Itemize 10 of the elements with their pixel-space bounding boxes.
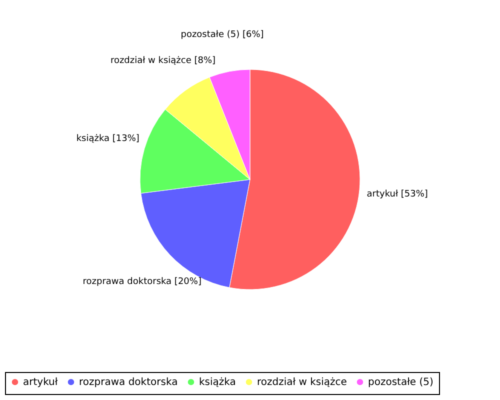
data-label: rozprawa doktorska [20%] bbox=[82, 276, 202, 287]
legend-label: książka bbox=[199, 377, 236, 388]
data-label: artykuł [53%] bbox=[366, 189, 428, 200]
data-label: rozdział w książce [8%] bbox=[110, 56, 216, 66]
legend-label: rozdział w książce bbox=[257, 377, 347, 388]
legend-label: pozostałe (5) bbox=[368, 377, 434, 388]
legend-label: rozprawa doktorska bbox=[79, 377, 178, 388]
data-label: pozostałe (5) [6%] bbox=[180, 30, 264, 40]
legend-label: artykuł bbox=[23, 377, 58, 388]
data-label: książka [13%] bbox=[76, 134, 140, 144]
